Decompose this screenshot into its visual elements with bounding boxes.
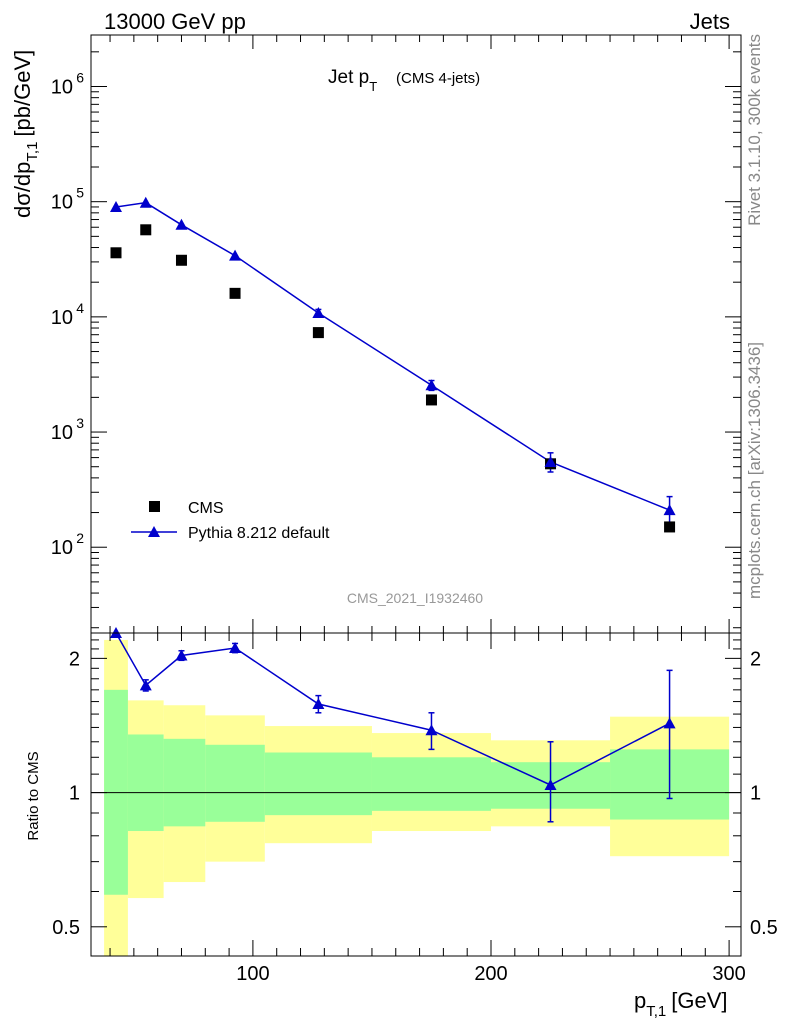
header-category-label: Jets (690, 9, 730, 34)
x-tick-label: 300 (712, 963, 745, 985)
pythia-data-point (425, 379, 438, 391)
cms-data-point (664, 521, 676, 533)
ratio-y-tick-label-left: 1 (69, 783, 80, 805)
pythia-data-point (229, 249, 242, 261)
ratio-data-point (312, 698, 325, 710)
cms-data-point (229, 287, 241, 299)
main-y-tick-label-base: 10 (51, 422, 73, 444)
ratio-y-tick-label-right: 2 (750, 648, 761, 670)
x-axis-label-text: p (634, 988, 646, 1013)
ratio-y-tick-label-right: 1 (750, 783, 761, 805)
main-y-tick-label-base: 10 (51, 307, 73, 329)
main-title-subscript: T (369, 79, 377, 94)
cms-data-point (140, 224, 152, 236)
cms-data-point (110, 247, 122, 259)
main-y-tick-label-exponent: 2 (76, 530, 84, 546)
main-y-tick-label: 10 (51, 422, 73, 444)
x-axis-label: pT,1 [GeV] (634, 988, 728, 1020)
ratio-data-point (229, 642, 242, 654)
pythia-data-point (110, 200, 122, 212)
main-y-tick-label: 10 (51, 77, 73, 99)
main-y-tick-label-exponent: 4 (76, 300, 84, 316)
main-y-axis-label-subscript: T,1 (24, 142, 41, 162)
legend-label-cms: CMS (188, 500, 224, 517)
ratio-band-green (163, 738, 206, 827)
ratio-band-green (205, 744, 265, 822)
ratio-band-green (264, 752, 372, 816)
main-y-tick-label-base: 10 (51, 77, 73, 99)
main-frame (90, 34, 742, 634)
pythia-data-point (139, 196, 152, 208)
legend-label-pythia: Pythia 8.212 default (188, 525, 330, 542)
header-energy-label: 13000 GeV pp (104, 9, 246, 34)
main-y-tick-label-base: 10 (51, 537, 73, 559)
ratio-y-tick-label-right: 0.5 (750, 917, 778, 939)
main-y-axis-label-text: dσ/dp (10, 162, 35, 218)
cms-data-point (175, 254, 187, 266)
main-title: Jet pT (328, 67, 377, 94)
x-axis-label-subscript: T,1 (646, 1003, 666, 1020)
ratio-y-tick-label-left: 0.5 (52, 917, 80, 939)
main-y-axis-label: dσ/dpT,1 [pb/GeV] (10, 50, 41, 218)
ratio-y-tick-label-left: 2 (69, 648, 80, 670)
cms-data-point (425, 394, 437, 406)
main-y-tick-label: 10 (51, 192, 73, 214)
ratio-data-point (663, 717, 676, 729)
main-y-tick-label: 10 (51, 537, 73, 559)
legend-marker-cms (149, 501, 160, 512)
x-tick-label: 100 (236, 963, 269, 985)
main-y-tick-label-exponent: 3 (76, 415, 84, 431)
pythia-data-point (663, 504, 676, 516)
ratio-series-line (115, 632, 670, 786)
ratio-band-green (127, 734, 164, 832)
main-y-tick-label-base: 10 (51, 192, 73, 214)
pythia-series-line (115, 201, 670, 511)
main-title-paren: (CMS 4-jets) (396, 70, 480, 87)
main-y-tick-label-exponent: 5 (76, 185, 84, 201)
main-y-tick-label-exponent: 6 (76, 70, 84, 86)
legend: CMS Pythia 8.212 default (131, 500, 330, 542)
analysis-watermark: CMS_2021_I1932460 (347, 590, 483, 606)
ratio-y-axis-label: Ratio to CMS (25, 751, 42, 840)
pythia-data-point (544, 455, 557, 467)
x-tick-label: 200 (474, 963, 507, 985)
main-y-tick-label: 10 (51, 307, 73, 329)
ratio-frame (90, 632, 742, 957)
main-y-axis-label-unit: [pb/GeV] (10, 50, 35, 137)
ratio-data-point (425, 724, 438, 736)
ratio-data-point (139, 679, 152, 691)
ratio-data-point (544, 778, 557, 790)
ratio-band-green (371, 757, 491, 811)
x-axis-label-unit: [GeV] (671, 988, 727, 1013)
ratio-data-point (175, 649, 188, 661)
side-text-mcplots: mcplots.cern.ch [arXiv:1306.3436] (745, 342, 764, 599)
pythia-data-point (175, 218, 188, 230)
main-title-text: Jet p (328, 67, 369, 88)
legend-marker-pythia (148, 526, 160, 537)
pythia-data-point (312, 307, 325, 319)
side-text-rivet: Rivet 3.1.10, 300k events (745, 34, 764, 226)
cms-data-point (312, 327, 324, 339)
ratio-panel: 0.5 0.5 1 1 2 2 100 200 300 (52, 627, 778, 985)
